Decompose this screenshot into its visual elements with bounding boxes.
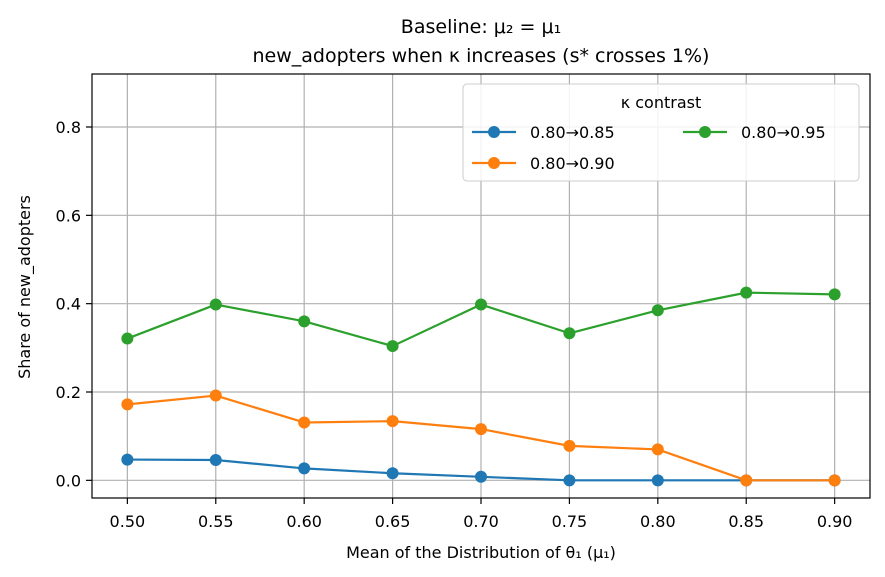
- data-point-series-1: [475, 470, 487, 483]
- ticks: 0.50 0.55 0.60 0.65 0.70 0.75 0.80 0.85 0.90 0.0 0…: [56, 118, 853, 531]
- y-tick-label: 0.0: [56, 471, 81, 490]
- legend-entries: 0.80→0.85 0.80→0.90 0.80→0.95: [472, 123, 826, 173]
- x-tick-label: 0.80: [640, 512, 676, 531]
- data-point-series-3: [298, 315, 311, 328]
- x-tick-label: 0.90: [817, 512, 853, 531]
- legend-label-2: 0.80→0.90: [530, 154, 615, 173]
- chart-title-line2: new_adopters when κ increases (s* crosse…: [253, 45, 710, 67]
- data-point-series-2: [475, 423, 487, 436]
- y-tick-label: 0.4: [56, 295, 81, 314]
- y-axis-label: Share of new_adopters: [15, 195, 35, 379]
- x-tick-label: 0.75: [552, 512, 588, 531]
- data-point-series-3: [386, 340, 399, 353]
- legend-marker-1: [488, 126, 500, 138]
- x-axis-label: Mean of the Distribution of θ₁ (μ₁): [346, 543, 616, 562]
- x-tick-label: 0.60: [286, 512, 322, 531]
- legend: κ contrast 0.80→0.85 0.80→0.90 0.80→0.95: [462, 83, 860, 182]
- series-layer: [121, 286, 841, 487]
- data-point-series-1: [386, 467, 399, 480]
- data-point-series-3: [121, 332, 134, 345]
- data-point-series-3: [563, 327, 576, 340]
- legend-label-1: 0.80→0.85: [530, 123, 615, 142]
- y-tick-label: 0.6: [56, 206, 81, 225]
- y-tick-label: 0.2: [56, 383, 81, 402]
- data-point-series-2: [563, 439, 576, 452]
- legend-marker-3: [699, 126, 711, 138]
- x-tick-label: 0.65: [375, 512, 411, 531]
- chart-title-line1: Baseline: μ₂ = μ₁: [401, 16, 561, 38]
- x-tick-label: 0.55: [198, 512, 234, 531]
- data-point-series-2: [121, 398, 134, 411]
- data-point-series-3: [740, 286, 753, 299]
- data-point-series-3: [209, 298, 222, 311]
- data-point-series-2: [209, 389, 222, 402]
- data-point-series-2: [386, 415, 399, 428]
- legend-box: [462, 83, 860, 182]
- x-tick-label: 0.50: [110, 512, 146, 531]
- data-point-series-1: [563, 474, 576, 487]
- data-point-series-1: [298, 462, 311, 475]
- legend-marker-2: [488, 157, 500, 169]
- data-point-series-2: [740, 474, 753, 487]
- data-point-series-3: [651, 304, 664, 317]
- legend-title: κ contrast: [621, 93, 702, 112]
- data-point-series-1: [651, 474, 664, 487]
- x-tick-label: 0.70: [463, 512, 499, 531]
- data-point-series-2: [651, 443, 664, 456]
- data-point-series-3: [828, 288, 841, 301]
- data-point-series-2: [298, 416, 311, 429]
- y-tick-label: 0.8: [56, 118, 81, 137]
- data-point-series-3: [475, 298, 487, 311]
- data-point-series-1: [209, 454, 222, 467]
- legend-label-3: 0.80→0.95: [741, 123, 826, 142]
- data-point-series-1: [121, 453, 134, 466]
- x-tick-label: 0.85: [728, 512, 764, 531]
- data-point-series-2: [828, 474, 841, 487]
